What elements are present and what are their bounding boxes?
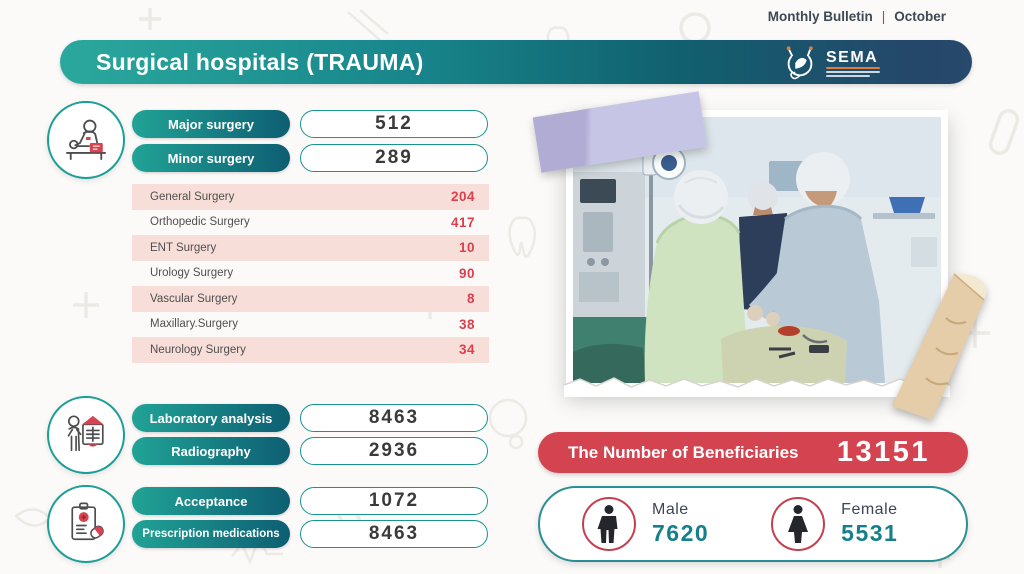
surgeon-operating-icon (66, 119, 106, 160)
major-surgery-label: Major surgery (132, 110, 290, 138)
female-group: Female 5531 (771, 497, 898, 551)
laboratory-value: 8463 (300, 404, 488, 432)
row-value: 10 (458, 240, 475, 256)
laboratory-label: Laboratory analysis (132, 404, 290, 432)
table-row: General Surgery 204 (132, 184, 489, 210)
prescriptions-value: 8463 (300, 520, 488, 548)
radiography-value: 2936 (300, 437, 488, 465)
table-row: Maxillary.Surgery 38 (132, 312, 489, 338)
torn-paper-edge (564, 377, 950, 397)
radiography-label: Radiography (132, 437, 290, 465)
female-figure-icon (788, 505, 809, 543)
sema-logo: SEMA (781, 44, 880, 82)
bulletin-label: Monthly Bulletin (767, 9, 873, 24)
row-value: 38 (458, 316, 475, 332)
table-row: Neurology Surgery 34 (132, 337, 489, 363)
stat-row-prescriptions: Prescription medications 8463 (132, 520, 488, 548)
sema-logo-text: SEMA (826, 48, 879, 66)
tape-ribbon (892, 273, 987, 420)
row-label: Urology Surgery (150, 267, 234, 280)
row-label: Orthopedic Surgery (150, 216, 250, 229)
row-label: Vascular Surgery (150, 292, 238, 305)
table-row: Orthopedic Surgery 417 (132, 210, 489, 236)
row-label: Neurology Surgery (150, 343, 246, 356)
male-group: Male 7620 (582, 497, 709, 551)
beneficiaries-total: 13151 (836, 436, 930, 468)
sema-stethoscope-icon (786, 46, 813, 80)
beneficiaries-label: The Number of Beneficiaries (568, 442, 799, 462)
acceptance-label: Acceptance (132, 487, 290, 515)
row-value: 204 (450, 189, 475, 205)
row-value: 8 (466, 291, 475, 307)
sema-logo-sublines (826, 66, 880, 77)
bulletin-meta: Monthly Bulletin | October (768, 9, 946, 24)
surgery-badge (47, 101, 125, 179)
female-circle (771, 497, 826, 551)
bulletin-divider: | (881, 9, 886, 24)
table-row: ENT Surgery 10 (132, 235, 489, 261)
male-figure-icon (597, 505, 618, 543)
stat-row-laboratory: Laboratory analysis 8463 (132, 404, 488, 432)
stat-row-minor-surgery: Minor surgery 289 (132, 144, 488, 172)
clipboard-medication-icon (71, 502, 104, 541)
stat-row-acceptance: Acceptance 1072 (132, 487, 488, 515)
row-value: 417 (450, 214, 475, 230)
row-value: 34 (458, 342, 475, 358)
page-title: Surgical hospitals (TRAUMA) (96, 48, 424, 75)
minor-surgery-value: 289 (300, 144, 488, 172)
female-value: 5531 (841, 520, 899, 546)
row-label: ENT Surgery (150, 241, 217, 254)
stat-row-major-surgery: Major surgery 512 (132, 110, 488, 138)
stat-row-radiography: Radiography 2936 (132, 437, 488, 465)
major-surgery-value: 512 (300, 110, 488, 138)
operating-room-scene (573, 117, 941, 383)
gender-breakdown: Male 7620 Female 5531 (538, 486, 968, 562)
row-label: Maxillary.Surgery (150, 318, 238, 331)
male-circle (582, 497, 636, 551)
table-row: Vascular Surgery 8 (132, 286, 489, 312)
beneficiaries-banner: The Number of Beneficiaries 13151 (538, 432, 968, 473)
page-header: Surgical hospitals (TRAUMA) SEMA (60, 40, 972, 84)
minor-surgery-label: Minor surgery (132, 144, 290, 172)
male-label: Male (652, 501, 689, 518)
table-row: Urology Surgery 90 (132, 261, 489, 287)
admissions-badge (47, 485, 125, 563)
surgery-breakdown-table: General Surgery 204 Orthopedic Surgery 4… (132, 184, 489, 363)
diagnostics-badge (47, 396, 125, 474)
prescriptions-label: Prescription medications (132, 520, 290, 548)
female-label: Female (841, 501, 898, 518)
bulletin-month: October (894, 9, 946, 24)
row-value: 90 (458, 265, 475, 281)
male-value: 7620 (652, 520, 710, 546)
row-label: General Surgery (150, 190, 235, 203)
radiography-xray-icon (67, 415, 104, 452)
acceptance-value: 1072 (300, 487, 488, 515)
